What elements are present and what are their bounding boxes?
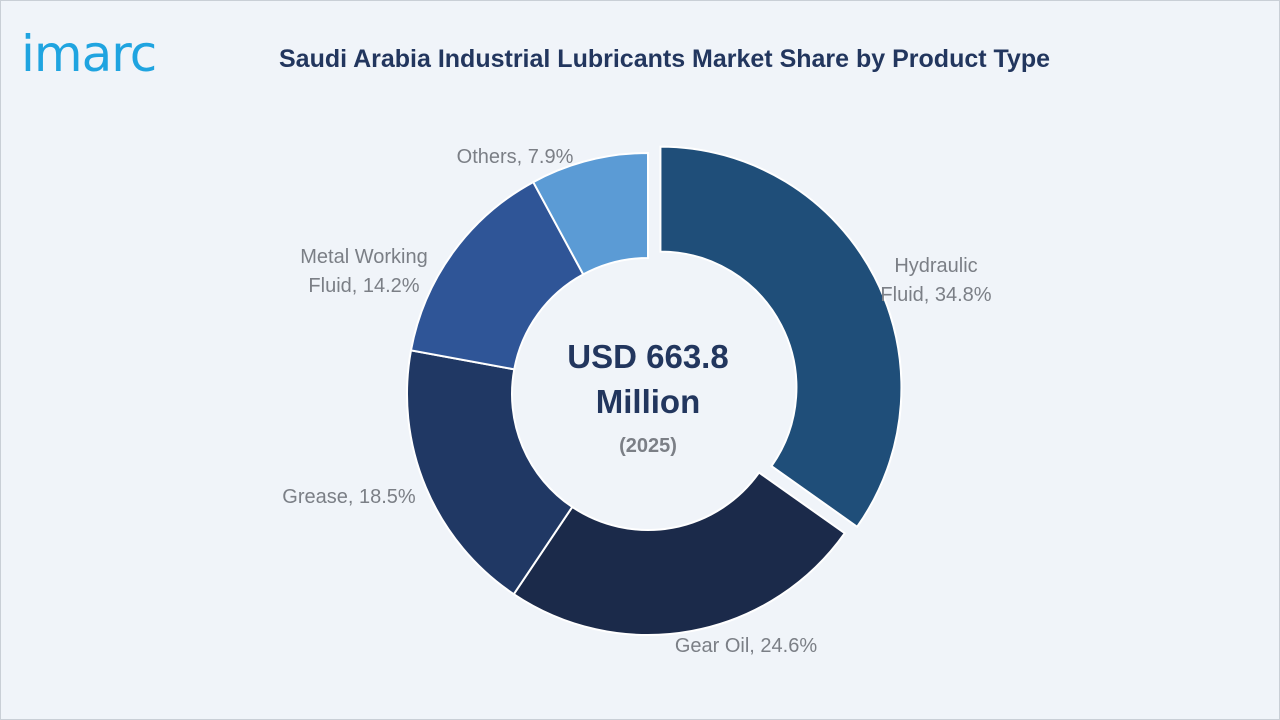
slice-grease	[406, 349, 574, 596]
label-others: Others, 7.9%	[457, 146, 574, 168]
slice-hydraulic-fluid	[659, 145, 903, 529]
center-value: USD 663.8	[567, 338, 728, 375]
label-hydraulic-fluid: Hydraulic Fluid, 34.8%	[880, 255, 991, 306]
slice-others	[531, 151, 649, 276]
label-metal-working-fluid: Metal Working Fluid, 14.2%	[300, 246, 427, 297]
chart-title: Saudi Arabia Industrial Lubricants Marke…	[279, 45, 1051, 73]
center-year: (2025)	[619, 435, 677, 457]
logo-text: imarc	[21, 25, 157, 83]
center-unit: Million	[596, 383, 700, 420]
label-grease: Grease, 18.5%	[282, 486, 416, 508]
slice-gear-oil	[512, 471, 847, 636]
imarc-logo: imarc	[21, 19, 206, 85]
label-gear-oil: Gear Oil, 24.6%	[675, 635, 818, 657]
